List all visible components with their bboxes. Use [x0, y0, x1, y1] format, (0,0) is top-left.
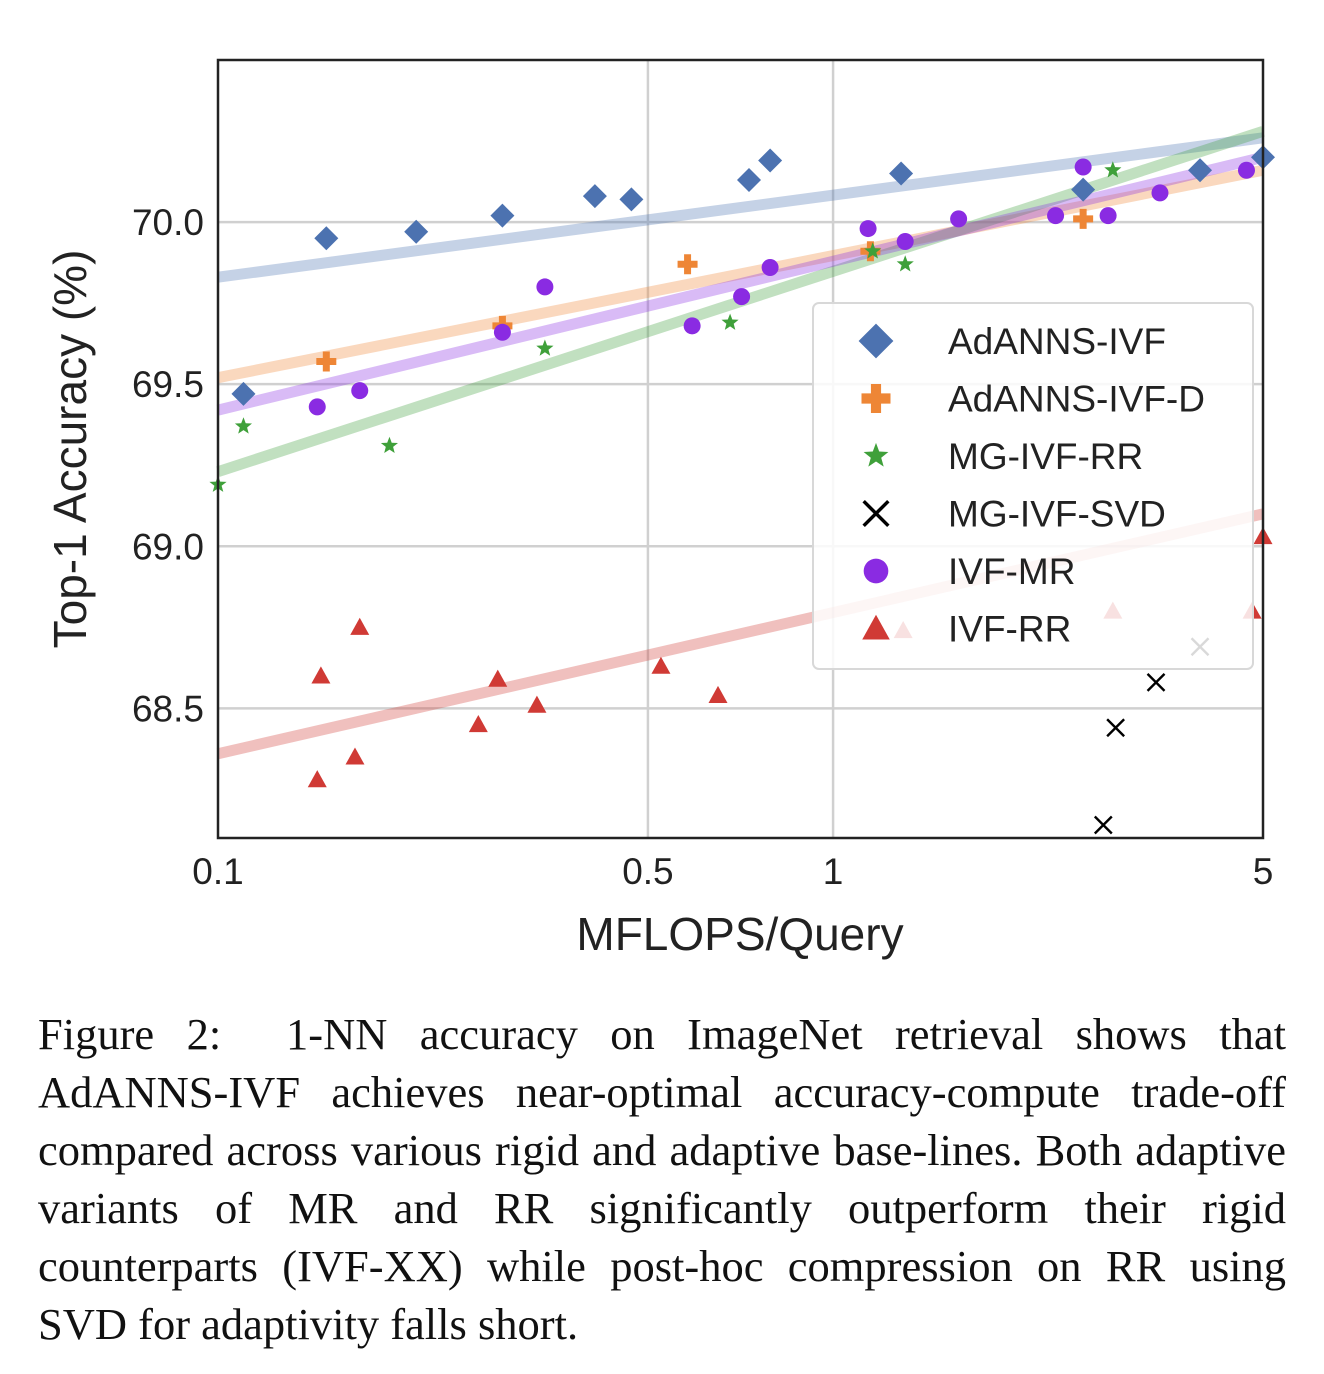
caption-text-3: significantly outperform their rigid cou…	[38, 1183, 1287, 1291]
legend-marker-mg-ivf-rr	[863, 442, 889, 467]
legend: AdANNS-IVF AdANNS-IVF-D MG-IVF-RR MG-IVF-SV…	[812, 302, 1254, 670]
ivf-rr-point	[651, 656, 671, 674]
legend-label-adanns-ivf: AdANNS-IVF	[948, 321, 1166, 362]
y-tick-label: 69.5	[132, 364, 204, 405]
adanns-ivf-point	[231, 381, 256, 406]
ivf-mr-point	[733, 288, 751, 306]
y-tick-label: 68.5	[132, 688, 204, 729]
caption-mr: MR	[288, 1183, 358, 1233]
x-axis-label: MFLOPS/Query	[576, 908, 903, 960]
adanns-ivf-d-point	[677, 254, 698, 275]
ivf-mr-point	[950, 210, 968, 228]
mg-ivf-rr-point	[380, 436, 398, 453]
ivf-rr-point	[307, 770, 327, 788]
mg-ivf-rr-point	[721, 313, 739, 330]
caption-rr-2: RR	[1105, 1241, 1166, 1291]
x-tick-label: 5	[1253, 851, 1274, 892]
x-tick-label: 0.1	[192, 851, 243, 892]
ivf-rr-point	[708, 685, 728, 703]
adanns-ivf-point	[1071, 177, 1096, 202]
adanns-ivf-point	[889, 161, 914, 186]
legend-label-mg-ivf-svd: MG-IVF-SVD	[948, 494, 1166, 535]
ivf-mr-trend-line	[216, 151, 1265, 416]
ivf-mr-point	[683, 317, 701, 335]
ivf-mr-point	[308, 398, 326, 416]
y-tick-label: 69.0	[132, 526, 204, 567]
x-tick-label: 0.5	[622, 851, 673, 892]
ivf-rr-point	[468, 715, 488, 733]
mg-ivf-rr-point	[864, 242, 882, 259]
mg-ivf-rr-point	[1104, 161, 1122, 178]
caption-text-1: 1-NN accuracy on ImageNet retrieval show…	[286, 1009, 1287, 1059]
ivf-mr-point	[351, 382, 369, 400]
tick-labels: 0.1 0.5 1 5 68.5 69.0 69.5 70.0	[132, 202, 1273, 892]
plot-frame	[216, 58, 1265, 840]
caption-text-2: achieves near-optimal accuracy-compute t…	[38, 1067, 1286, 1233]
adanns-ivf-point	[582, 184, 607, 209]
mg-ivf-rr-point	[896, 255, 914, 272]
ivf-mr-point	[859, 220, 877, 238]
adanns-ivf-d-trend-line	[216, 164, 1265, 384]
figure-caption: Figure 2: 1-NN accuracy on ImageNet retr…	[38, 1005, 1286, 1353]
legend-label-adanns-ivf-d: AdANNS-IVF-D	[948, 379, 1205, 420]
ivf-rr-point	[527, 695, 547, 713]
ivf-mr-point	[1237, 161, 1255, 179]
mg-ivf-svd-point	[1093, 815, 1113, 835]
adanns-ivf-point	[619, 187, 644, 212]
mg-ivf-rr-point	[536, 339, 554, 356]
ivf-rr-point	[350, 617, 370, 635]
legend-label-ivf-mr: IVF-MR	[948, 551, 1075, 592]
legend-label-ivf-rr: IVF-RR	[948, 609, 1071, 650]
ivf-rr-point	[345, 747, 365, 765]
ivf-rr-point	[311, 666, 331, 684]
x-tick-label: 1	[823, 851, 844, 892]
legend-marker-ivf-rr	[862, 614, 890, 640]
adanns-ivf-point	[1188, 158, 1213, 183]
mg-ivf-rr-point	[234, 417, 252, 434]
ivf-mr-point	[1047, 207, 1065, 225]
ivf-mr-point	[493, 323, 511, 341]
legend-marker-ivf-mr	[863, 558, 889, 584]
y-axis-label: Top-1 Accuracy (%)	[44, 250, 96, 649]
ivf-mr-point	[536, 278, 554, 296]
figure-label: Figure 2:	[38, 1009, 222, 1059]
adanns-ivf-point	[404, 219, 429, 244]
adanns-ivf-point	[737, 167, 762, 192]
caption-and: and	[393, 1183, 458, 1233]
mg-ivf-svd-point	[1146, 673, 1166, 692]
legend-marker-adanns-ivf-d	[861, 384, 891, 413]
legend-marker-adanns-ivf	[858, 323, 894, 359]
adanns-ivf-d-point	[316, 351, 337, 372]
caption-rr: RR	[493, 1183, 554, 1233]
ivf-mr-point	[1074, 158, 1092, 176]
mg-ivf-svd-point	[1106, 718, 1125, 738]
ivf-mr-point	[1099, 207, 1117, 225]
ivf-mr-point	[896, 233, 914, 251]
adanns-ivf-point	[758, 148, 783, 173]
adanns-ivf-d-point	[1073, 208, 1094, 229]
legend-marker-mg-ivf-svd	[862, 499, 890, 528]
ivf-mr-point	[761, 258, 779, 276]
caption-text-4: using SVD for adaptivity falls short.	[38, 1241, 1287, 1349]
y-tick-label: 70.0	[132, 202, 204, 243]
adanns-ivf-point	[490, 203, 515, 228]
legend-label-mg-ivf-rr: MG-IVF-RR	[948, 436, 1143, 477]
method-name: AdANNS-IVF	[38, 1067, 301, 1117]
data-points	[209, 145, 1275, 835]
legend-box	[812, 302, 1254, 670]
figure: 0.1 0.5 1 5 68.5 69.0 69.5 70.0 MFLOPS/Query To…	[38, 58, 1286, 1349]
ivf-mr-point	[1151, 184, 1169, 202]
scatter-chart: 0.1 0.5 1 5 68.5 69.0 69.5 70.0 MFLOPS/Query To…	[44, 58, 1275, 960]
ivf-rr-point	[488, 669, 508, 687]
adanns-ivf-point	[314, 226, 339, 251]
